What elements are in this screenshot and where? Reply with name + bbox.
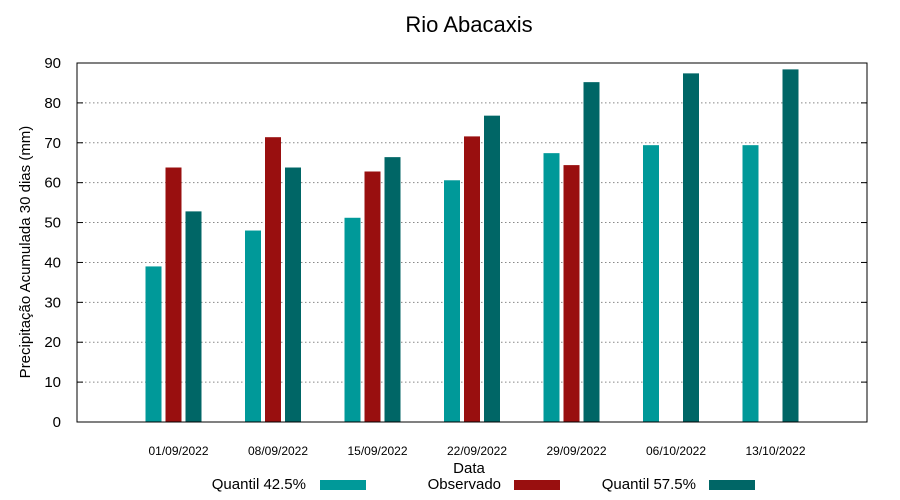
bar	[384, 157, 401, 423]
y-tick-label: 20	[44, 334, 61, 351]
legend: Quantil 42.5% Observado Quantil 57.5%	[212, 476, 755, 493]
x-axis-label: Data	[453, 460, 485, 477]
bar	[444, 180, 460, 422]
legend-swatch	[320, 480, 366, 490]
y-tick-label: 0	[53, 414, 61, 431]
legend-label: Quantil 42.5%	[212, 476, 306, 493]
y-tick-label: 70	[44, 135, 61, 152]
bar	[563, 165, 580, 423]
bar	[185, 211, 202, 422]
bar	[464, 136, 480, 422]
y-tick-label: 50	[44, 215, 61, 232]
x-tick-label: 06/10/2022	[646, 444, 706, 458]
bar	[683, 73, 699, 423]
legend-swatch	[709, 480, 755, 490]
plot-frame	[76, 62, 868, 423]
legend-label: Observado	[428, 476, 501, 493]
x-tick-label: 08/09/2022	[248, 444, 308, 458]
bar	[543, 153, 560, 422]
y-axis-ticks: 0 10 20 30 40 50 60 70 80 90	[44, 55, 867, 431]
bar	[782, 69, 799, 422]
y-tick-label: 10	[44, 374, 61, 391]
x-tick-label: 22/09/2022	[447, 444, 507, 458]
x-tick-label: 01/09/2022	[148, 444, 208, 458]
bar	[245, 230, 261, 422]
bar	[145, 266, 162, 422]
chart-title: Rio Abacaxis	[405, 12, 532, 37]
bar	[484, 115, 500, 423]
bar	[583, 82, 600, 422]
x-tick-label: 13/10/2022	[745, 444, 805, 458]
legend-label: Quantil 57.5%	[602, 476, 696, 493]
x-tick-label: 15/09/2022	[347, 444, 407, 458]
y-tick-label: 90	[44, 55, 61, 72]
bar	[643, 145, 659, 422]
bar	[265, 137, 281, 422]
y-tick-label: 30	[44, 294, 61, 311]
legend-swatch	[514, 480, 560, 490]
y-tick-label: 60	[44, 175, 61, 192]
y-tick-label: 80	[44, 95, 61, 112]
bar	[742, 145, 759, 422]
bar	[364, 171, 381, 422]
x-axis-ticks: 01/09/2022 08/09/2022 15/09/2022 22/09/2022…	[148, 444, 805, 458]
y-axis-label: Precipitação Acumulada 30 dias (mm)	[17, 126, 34, 379]
x-tick-label: 29/09/2022	[546, 444, 606, 458]
bar	[165, 167, 182, 422]
y-tick-label: 40	[44, 254, 61, 271]
bars	[145, 69, 799, 423]
bar	[285, 167, 301, 422]
bar	[344, 217, 361, 422]
